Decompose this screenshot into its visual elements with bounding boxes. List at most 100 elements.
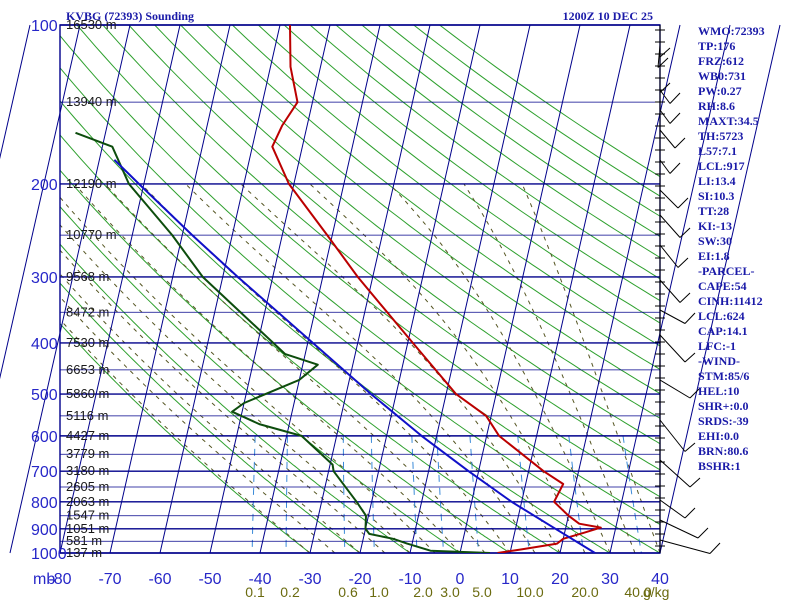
stability-index: TP:176 [698,39,735,53]
stability-index: EHI:0.0 [698,429,739,443]
wind-barb [659,279,681,303]
stability-index: -WIND- [698,354,740,368]
isotherm [359,24,481,554]
isotherm [659,24,781,554]
wind-barb-flag [684,442,696,452]
mixing-ratio-tick-label: 0.6 [338,584,358,600]
temperature-tick-label: -30 [298,571,321,588]
mixing-ratio-line [342,435,346,553]
wind-barb [659,419,686,452]
height-label: 2063 m [66,494,109,509]
mixing-ratio-tick-label: 10.0 [516,584,543,600]
height-label: 3779 m [66,446,109,461]
stability-index: FRZ:612 [698,54,744,68]
mixing-ratio-tick-label: 3.0 [440,584,460,600]
wind-barbs [655,25,721,554]
stability-index: SHR+:0.0 [698,399,749,413]
wind-barb-flag [669,162,681,174]
isotherm [259,24,381,554]
pressure-tick-label: 600 [31,429,58,446]
wind-barb [659,159,671,174]
height-label: 12190 m [66,176,117,191]
stability-index: TT:28 [698,204,729,218]
time-title: 1200Z 10 DEC 25 [563,9,653,23]
height-label: 5860 m [66,386,109,401]
stability-index: PW:0.27 [698,84,742,98]
height-label: 581 m [66,533,102,548]
isotherm [209,24,331,554]
wind-barb [659,309,686,324]
wind-barb-flag [679,292,691,303]
isotherm [509,24,631,554]
stability-index: LCL:917 [698,159,745,173]
wind-barb [659,214,681,238]
pressure-tick-label: 400 [31,336,58,353]
wind-barb [659,379,691,399]
wind-barb-flag [684,352,696,363]
wind-barb [659,129,676,149]
moist-adiabat [74,183,461,553]
stability-index: MAXT:34.5 [698,114,759,128]
wind-barb-flag [657,57,669,68]
pressure-tick-label: 900 [31,522,58,539]
stability-index: SI:10.3 [698,189,734,203]
mixing-ratio-tick-label: 0.2 [280,584,300,600]
height-label: 1051 m [66,521,109,536]
stability-index: BRN:80.6 [698,444,748,458]
pressure-tick-label: 300 [31,270,58,287]
temperature-tick-label: -40 [248,571,271,588]
temperature-tick-label: 30 [601,571,619,588]
wind-barb [659,459,691,488]
stability-index: STM:85/6 [698,369,749,383]
mixing-ratio-line [469,435,480,553]
height-label: 9568 m [66,269,109,284]
pressure-tick-label: 1000 [31,546,67,563]
pressure-tick-label: 500 [31,387,58,404]
grid-lines [0,24,781,554]
mixing-ratio-tick-label: 0.1 [245,584,265,600]
stability-index: -PARCEL- [698,264,754,278]
wind-barb-flag [679,227,691,238]
temperature-tick-label: -20 [348,571,371,588]
temperature-tick-label: -60 [148,571,171,588]
height-label: 4427 m [66,428,109,443]
wind-barb [659,519,699,539]
mixing-ratio-tick-label: 1.0 [369,584,389,600]
isotherm [0,24,31,160]
isotherm [459,24,581,554]
stability-index: EI:1.8 [698,249,730,263]
temperature-tick-label: -70 [98,571,121,588]
dry-adiabat [102,25,660,471]
stability-index: BSHR:1 [698,459,741,473]
stability-index: CAPE:54 [698,279,747,293]
stability-index: L57:7.1 [698,144,737,158]
isotherm [109,24,231,554]
wind-barb [659,244,679,268]
temperature-tick-label: -10 [398,571,421,588]
wind-barb-flag [669,112,681,124]
stability-indices: WMO:72393TP:176FRZ:612WB0:731PW:0.27RH:8… [698,24,765,473]
mixing-ratio-unit-label: g/kg [643,584,669,600]
wind-barb [659,189,679,209]
isotherm [9,24,131,554]
wind-barb-flag [684,507,696,519]
temperature-tick-label: 20 [551,571,569,588]
mixing-ratio-tick-label: 2.0 [413,584,433,600]
height-label: 2605 m [66,479,109,494]
wind-barb-flag [674,137,686,149]
wind-barb-flag [659,47,671,58]
isotherm [59,24,181,554]
wind-barb-flag [697,527,709,539]
wind-barb [657,44,661,68]
stability-index: SRDS:-39 [698,414,749,428]
height-label: 7530 m [66,335,109,350]
mixing-ratio-line [251,435,256,553]
station-title: KVBG (72393) Sounding [66,9,194,23]
wind-barb [659,539,711,554]
stability-index: KI:-13 [698,219,732,233]
mixing-ratio-tick-label: 5.0 [472,584,492,600]
moist-adiabat [60,224,411,553]
height-label: 3180 m [66,463,109,478]
stability-index: WMO:72393 [698,24,765,38]
